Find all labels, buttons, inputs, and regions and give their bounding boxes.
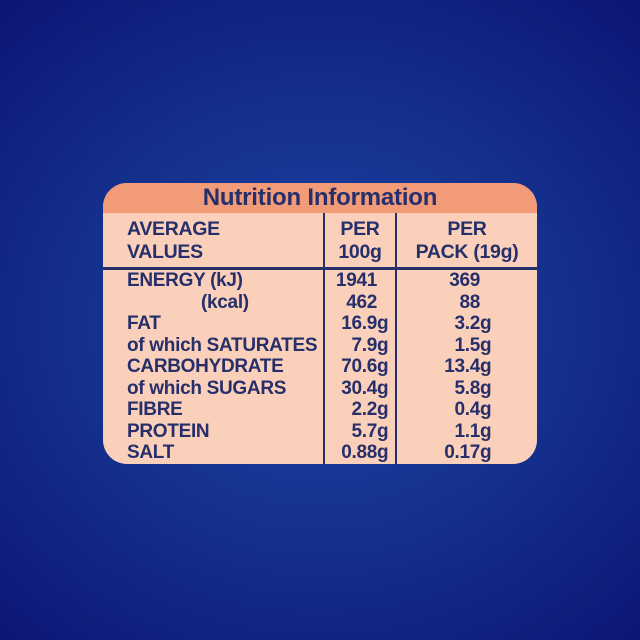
value-unit: g [377,334,389,356]
row-pack-value: 1.5 g [395,334,537,357]
value-unit: g [377,356,389,378]
row-label: FIBRE [127,399,183,421]
row-per100-value: 2.2 g [323,399,395,421]
header-line: PACK (19g) [415,241,519,263]
value-number: 0.88 [341,442,377,464]
value-unit: g [377,420,389,442]
value-number: 7.9 [351,334,377,356]
panel-title-band: Nutrition Information [103,183,537,213]
value-number: 13.4 [444,356,480,378]
value-number: 70.6 [341,356,377,378]
value-number: 0.4 [454,399,480,421]
value-number: 369 [449,270,480,291]
header-line: 100g [338,241,382,263]
table-header-row: AVERAGE VALUES PER 100g PER PACK (19g) [103,213,537,270]
row-per100-value: 462 [323,291,395,314]
row-per100-value: 16.9 g [323,313,395,335]
row-label: CARBOHYDRATE [127,356,284,378]
value-number: 3.2 [454,313,480,335]
header-line: PER [447,218,487,240]
row-label: PROTEIN [127,420,210,442]
panel-title: Nutrition Information [202,183,438,211]
value-number: 462 [346,291,377,313]
value-unit: g [377,313,389,335]
value-number: 1941 [335,270,377,291]
value-number: 88 [459,291,480,313]
nutrition-panel: Nutrition Information AVERAGE VALUES PER… [103,183,537,464]
value-unit: g [480,334,492,356]
value-number: 5.7 [351,420,377,442]
nutrition-table-body: ENERGY (kJ) 1941 369 (kcal) 462 88 [103,270,537,464]
row-pack-value: 0.4 g [395,399,537,421]
row-label: of which SUGARS [127,377,287,399]
value-unit: g [480,313,492,335]
row-pack-value: 13.4 g [395,356,537,378]
value-unit: g [480,356,492,378]
row-pack-value: 5.8 g [395,377,537,400]
value-number: 1.5 [454,334,480,356]
row-per100-value: 70.6 g [323,356,395,378]
value-number: 2.2 [351,399,377,421]
header-average-values: AVERAGE VALUES [103,213,323,267]
row-label: SALT [127,442,174,464]
row-label: FAT [127,313,161,335]
value-number: 0.17 [444,442,480,464]
value-unit: g [480,420,492,442]
header-line: PER [340,218,380,240]
row-label: of which SATURATES [127,334,318,356]
row-pack-value: 88 [395,291,537,314]
header-line: AVERAGE [127,218,220,240]
row-per100-value: 5.7 g [323,420,395,443]
row-pack-value: 0.17 g [395,442,537,464]
value-unit: g [377,442,389,464]
header-per-100g: PER 100g [323,213,395,267]
row-per100-value: 7.9 g [323,334,395,357]
value-number: 30.4 [341,377,377,399]
value-number: 5.8 [454,377,480,399]
row-label: (kcal) [201,291,249,313]
row-pack-value: 369 [395,270,537,292]
value-unit: g [480,377,492,399]
value-number: 16.9 [341,313,377,335]
value-unit: g [480,442,492,464]
row-per100-value: 1941 [323,270,395,292]
header-line: VALUES [127,241,203,263]
row-label: ENERGY (kJ) [127,270,243,291]
value-unit: g [480,399,492,421]
value-number: 1.1 [454,420,480,442]
row-per100-value: 0.88 g [323,442,395,464]
value-unit: g [377,377,389,399]
row-per100-value: 30.4 g [323,377,395,400]
header-per-pack: PER PACK (19g) [395,213,537,267]
value-unit: g [377,399,389,421]
row-pack-value: 1.1 g [395,420,537,443]
row-pack-value: 3.2 g [395,313,537,335]
